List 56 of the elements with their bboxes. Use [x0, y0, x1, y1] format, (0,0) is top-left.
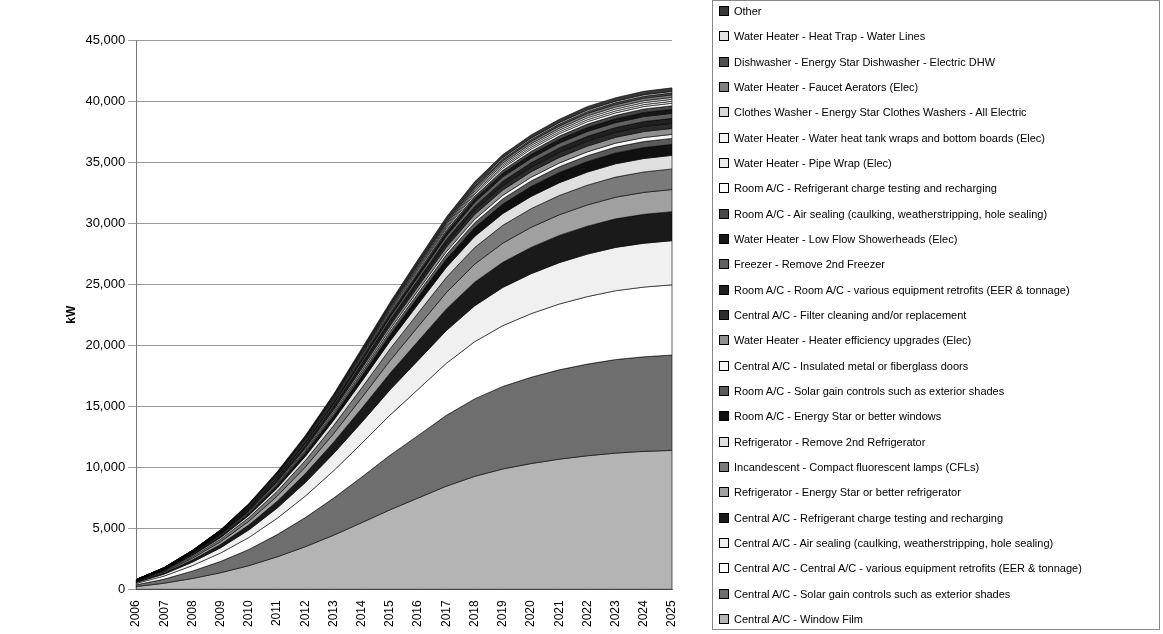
y-tick-label: 5,000 — [92, 519, 126, 535]
x-tick-label: 2022 — [579, 599, 594, 628]
x-tick-label: 2008 — [184, 599, 199, 628]
legend-label: Other — [734, 5, 762, 17]
y-tick-label: 20,000 — [85, 336, 126, 352]
legend-label: Central A/C - Solar gain controls such as exterior shades — [734, 587, 1011, 600]
y-tick-label: 25,000 — [85, 275, 126, 291]
legend-label: Room A/C - Refrigerant charge testing and recharging — [734, 182, 997, 195]
y-tick-label: 0 — [117, 580, 126, 596]
x-tick-label: 2007 — [156, 599, 171, 628]
y-tick-label: 10,000 — [85, 458, 126, 474]
legend-label: Central A/C - Air sealing (caulking, weatherstripping, hole sealing) — [734, 536, 1054, 549]
x-tick-label: 2021 — [551, 599, 566, 628]
legend-label: Central A/C - Filter cleaning and/or replacement — [734, 308, 967, 321]
legend-label: Clothes Washer - Energy Star Clothes Washers - All Electric — [734, 106, 1027, 119]
x-tick-label: 2015 — [382, 599, 397, 628]
legend-label: Water Heater - Water heat tank wraps and bottom boards (Elec) — [734, 131, 1045, 144]
legend-label: Central A/C - Central A/C - various equipment retrofits (EER & tonnage) — [734, 562, 1082, 575]
x-tick-label: 2011 — [269, 599, 284, 627]
legend-label: Refrigerator - Remove 2nd Refrigerator — [734, 435, 926, 448]
y-tick-label: 30,000 — [85, 214, 126, 230]
legend-label: Central A/C - Refrigerant charge testing and recharging — [734, 511, 1004, 524]
legend-label: Dishwasher - Energy Star Dishwasher - Electric DHW — [734, 55, 996, 68]
legend-label: Central A/C - Window Film — [734, 612, 863, 625]
y-tick-label: 40,000 — [85, 92, 126, 108]
x-tick-label: 2023 — [607, 599, 622, 628]
legend-label: Refrigerator - Energy Star or better refrigerator — [734, 486, 961, 499]
y-tick-label: 15,000 — [85, 397, 126, 413]
y-tick-label: 35,000 — [85, 153, 126, 169]
x-tick-label: 2014 — [354, 599, 369, 628]
legend-label: Room A/C - Room A/C - various equipment retrofits (EER & tonnage) — [734, 283, 1070, 296]
x-tick-label: 2010 — [241, 599, 256, 628]
x-tick-label: 2016 — [410, 599, 425, 628]
y-axis-title: kW — [63, 304, 78, 324]
x-tick-label: 2012 — [297, 599, 312, 628]
x-tick-label: 2017 — [438, 599, 453, 628]
x-tick-label: 2024 — [636, 599, 651, 628]
legend-label: Water Heater - Faucet Aerators (Elec) — [734, 80, 919, 93]
x-tick-label: 2009 — [213, 599, 228, 628]
x-tick-label: 2020 — [523, 599, 538, 628]
legend-label: Room A/C - Air sealing (caulking, weatherstripping, hole sealing) — [734, 207, 1048, 220]
x-tick-label: 2018 — [466, 599, 481, 628]
legend-label: Water Heater - Pipe Wrap (Elec) — [734, 156, 892, 169]
x-tick-label: 2019 — [495, 599, 510, 628]
legend-label: Water Heater - Heater efficiency upgrades (Elec) — [734, 334, 972, 347]
x-tick-label: 2006 — [128, 599, 143, 628]
x-tick-label: 2013 — [325, 599, 340, 628]
y-tick-label: 45,000 — [85, 31, 126, 47]
legend-label: Room A/C - Energy Star or better windows — [734, 410, 942, 423]
x-tick-label: 2025 — [664, 599, 679, 628]
legend-label: Water Heater - Heat Trap - Water Lines — [734, 30, 926, 43]
legend-label: Freezer - Remove 2nd Freezer — [734, 258, 885, 271]
legend-label: Water Heater - Low Flow Showerheads (Elec) — [734, 232, 958, 245]
legend-label: Central A/C - Insulated metal or fiberglass doors — [734, 359, 969, 372]
legend-label: Incandescent - Compact fluorescent lamps (CFLs) — [734, 460, 980, 473]
legend-label: Room A/C - Solar gain controls such as exterior shades — [734, 384, 1005, 397]
